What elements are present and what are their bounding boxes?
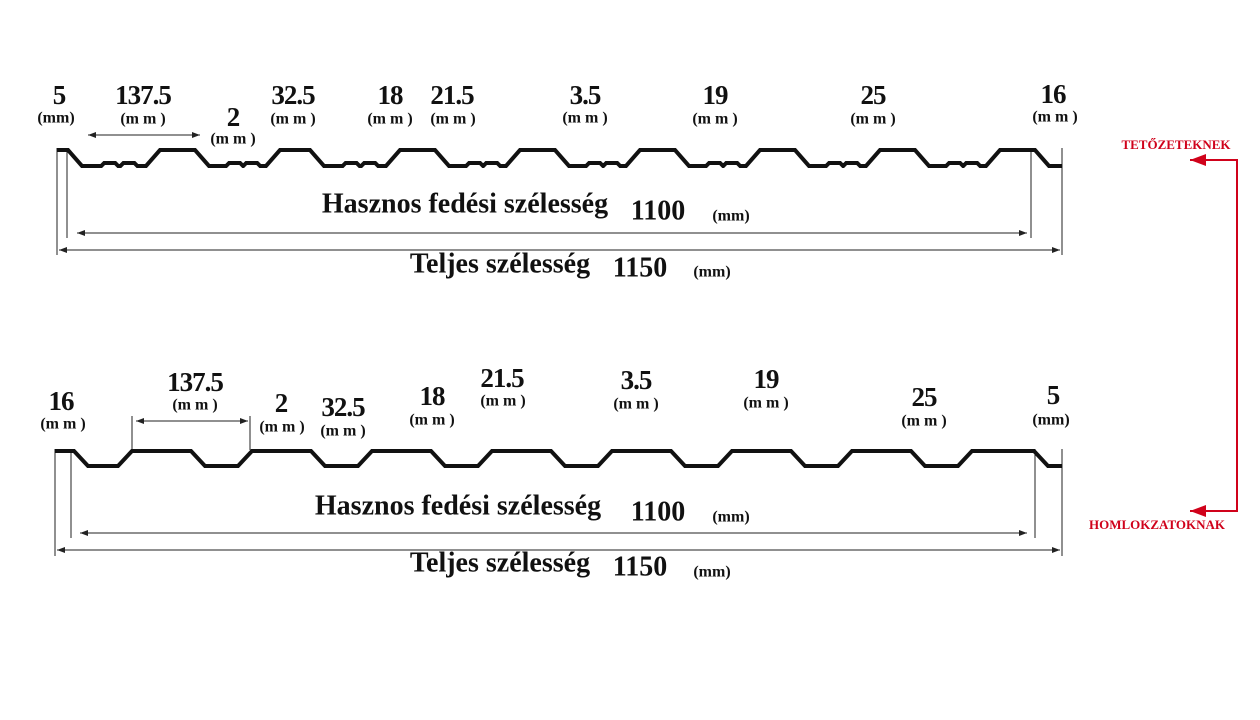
side-bracket: [1190, 154, 1238, 517]
dimension-unit: (m m ): [692, 111, 737, 128]
dimension-unit: (m m ): [480, 393, 525, 410]
dimension-value: 5: [53, 80, 66, 110]
width-unit: (mm): [693, 264, 730, 281]
width-value: 1100: [631, 496, 685, 527]
width-value: 1150: [613, 551, 667, 582]
dimension-value: 16: [49, 386, 75, 416]
dimension-unit: (m m ): [613, 396, 658, 413]
width-value: 1100: [631, 195, 685, 226]
dimension-value: 25: [912, 382, 938, 412]
dimension-unit: (m m ): [320, 423, 365, 440]
width-label: Hasznos fedési szélesség: [315, 490, 601, 521]
dimension-value: 21.5: [480, 363, 524, 393]
dimension-value: 137.5: [167, 367, 223, 397]
dimension-value: 3.5: [570, 80, 601, 110]
dimension-value: 18: [420, 381, 446, 411]
dimension-unit: (m m ): [743, 395, 788, 412]
dimension-value: 21.5: [430, 80, 474, 110]
dimension-unit: (m m ): [1032, 109, 1077, 126]
width-label: Hasznos fedési szélesség: [322, 188, 608, 219]
sheet-profile: [57, 148, 1062, 168]
dimension-value: 19: [754, 364, 780, 394]
dimension-unit: (m m ): [40, 416, 85, 433]
dimension-unit: (m m ): [850, 111, 895, 128]
dimension-unit: (m m ): [120, 111, 165, 128]
dimension-unit: (mm): [1032, 412, 1069, 429]
dimension-value: 137.5: [115, 80, 171, 110]
dimension-unit: (m m ): [259, 419, 304, 436]
dimension-value: 16: [1041, 79, 1067, 109]
width-unit: (mm): [712, 509, 749, 526]
dimension-unit: (m m ): [270, 111, 315, 128]
width-unit: (mm): [712, 208, 749, 225]
dimension-value: 25: [861, 80, 887, 110]
dimension-value: 18: [378, 80, 404, 110]
dimension-value: 32.5: [321, 392, 365, 422]
dimension-unit: (m m ): [901, 413, 946, 430]
dimension-unit: (m m ): [367, 111, 412, 128]
side-label: HOMLOKZATOKNAK: [1089, 517, 1226, 532]
dimension-unit: (m m ): [430, 111, 475, 128]
dimension-unit: (m m ): [562, 110, 607, 127]
sheet-profile: [55, 449, 1062, 468]
side-label: TETŐZETEKNEK: [1121, 137, 1231, 152]
width-label: Teljes szélesség: [410, 248, 590, 279]
dimension-unit: (m m ): [172, 397, 217, 414]
dimension-value: 32.5: [271, 80, 315, 110]
dimension-value: 19: [703, 80, 729, 110]
dimension-unit: (m m ): [210, 131, 255, 148]
dimension-unit: (mm): [37, 110, 74, 127]
dimension-unit: (m m ): [409, 412, 454, 429]
dimension-value: 2: [275, 388, 288, 418]
width-label: Teljes szélesség: [410, 547, 590, 578]
width-unit: (mm): [693, 564, 730, 581]
dimension-value: 2: [227, 102, 240, 132]
dimension-lines: [54, 132, 1063, 556]
width-value: 1150: [613, 252, 667, 283]
dimension-value: 3.5: [621, 365, 652, 395]
dimension-value: 5: [1047, 380, 1060, 410]
